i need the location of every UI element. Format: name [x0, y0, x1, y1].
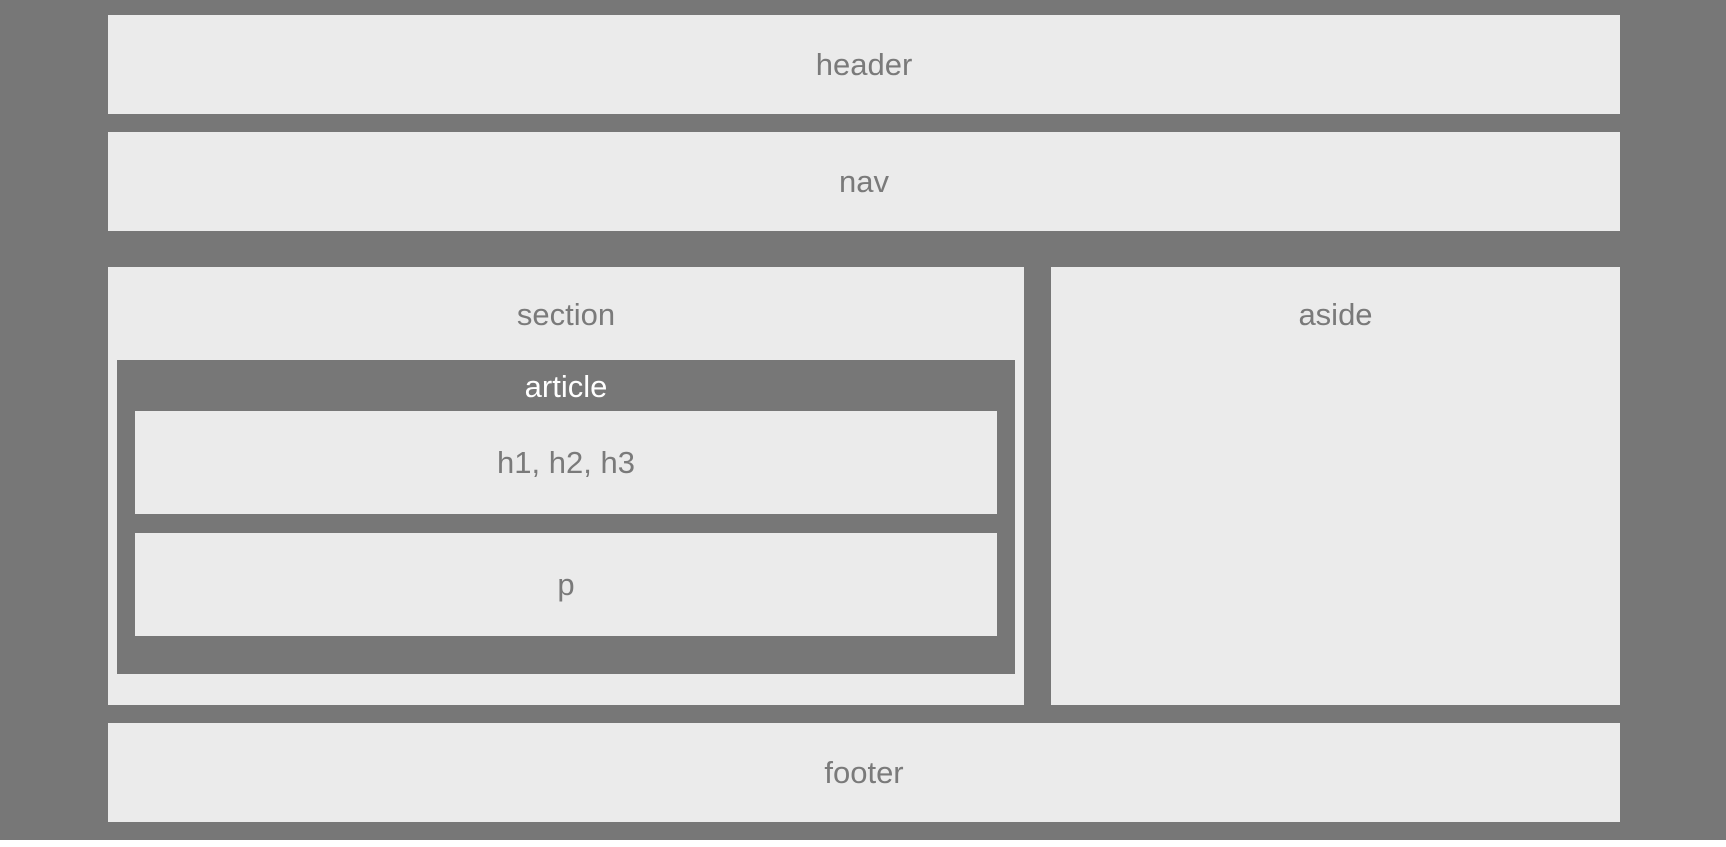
aside-block: aside — [1051, 267, 1620, 705]
paragraph-block: p — [135, 533, 997, 636]
header-block: header — [108, 15, 1620, 114]
footer-block: footer — [108, 723, 1620, 822]
headings-label: h1, h2, h3 — [497, 444, 635, 480]
headings-block: h1, h2, h3 — [135, 411, 997, 514]
aside-label: aside — [1298, 297, 1373, 332]
nav-block: nav — [108, 132, 1620, 231]
nav-label: nav — [839, 163, 889, 199]
section-label: section — [516, 297, 616, 332]
article-label: article — [524, 369, 608, 404]
paragraph-label: p — [557, 566, 575, 602]
footer-label: footer — [824, 754, 904, 790]
header-label: header — [815, 46, 913, 82]
